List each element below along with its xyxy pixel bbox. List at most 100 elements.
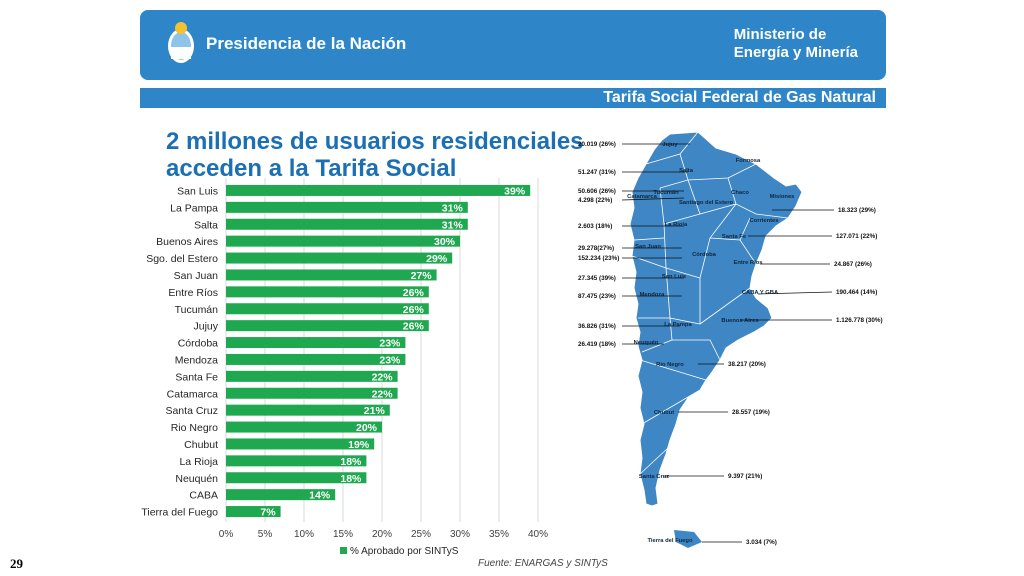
map-left-value: 50.606 (26%) xyxy=(578,188,616,195)
x-tick-label: 30% xyxy=(450,529,470,540)
bar xyxy=(226,218,468,230)
map-right-value: 28.557 (19%) xyxy=(732,409,770,416)
category-label: Neuquén xyxy=(175,473,218,485)
bar-value-label: 26% xyxy=(403,321,425,333)
map-province-borders xyxy=(631,131,789,475)
bar-value-label: 23% xyxy=(379,354,401,366)
map-right-value: 127.071 (22%) xyxy=(836,233,877,240)
x-tick-label: 25% xyxy=(411,529,431,540)
map-region-label: Tucumán xyxy=(653,190,679,196)
national-seal-icon xyxy=(168,22,194,63)
bar-value-label: 14% xyxy=(309,490,331,502)
map-region-label: Entre Ríos xyxy=(734,260,763,266)
map-region-label: Catamarca xyxy=(627,194,657,200)
map-left-value: 152.234 (23%) xyxy=(578,255,619,262)
bar xyxy=(226,455,367,467)
map-region-label: Córdoba xyxy=(692,252,717,258)
bar-value-label: 20% xyxy=(356,422,378,434)
bar-value-label: 19% xyxy=(348,439,370,451)
bar xyxy=(226,353,406,365)
map-right-value: 38.217 (20%) xyxy=(728,361,766,368)
bar xyxy=(226,421,382,433)
headline: 2 millones de usuarios residenciales acc… xyxy=(166,128,584,182)
category-label: Buenos Aires xyxy=(156,236,218,248)
x-tick-label: 5% xyxy=(258,529,273,540)
map-tierra-del-fuego xyxy=(674,530,702,548)
category-label: Mendoza xyxy=(175,354,218,366)
bar-value-label: 18% xyxy=(340,456,362,468)
map-region-label: Jujuy xyxy=(662,142,678,148)
x-tick-label: 0% xyxy=(219,529,234,540)
legend-swatch xyxy=(340,547,347,554)
category-label: San Luis xyxy=(177,185,218,197)
map-left-value: 4.298 (22%) xyxy=(578,197,612,204)
bar-value-label: 23% xyxy=(379,338,401,350)
argentina-map: Jujuy Salta Formosa Tucumán Chaco Misiones Cat… xyxy=(578,131,883,548)
category-label: Sgo. del Estero xyxy=(146,253,218,265)
category-label: Santa Fe xyxy=(175,371,218,383)
legend-label: % Aprobado por SINTyS xyxy=(350,546,459,557)
category-label: La Pampa xyxy=(170,202,218,214)
category-label: CABA xyxy=(189,490,218,502)
map-left-value: 2.603 (18%) xyxy=(578,223,612,230)
bar-value-label: 21% xyxy=(364,405,386,417)
bar xyxy=(226,201,468,213)
map-region-label: Santa Cruz xyxy=(639,474,669,480)
map-region-label: Misiones xyxy=(770,194,795,200)
bar xyxy=(226,472,367,484)
headline-line-2: acceden a la Tarifa Social xyxy=(166,155,457,182)
map-right-value: 190.464 (14%) xyxy=(836,289,877,296)
bar xyxy=(226,303,429,315)
bar xyxy=(226,370,398,382)
bar-value-label: 22% xyxy=(372,371,394,383)
x-tick-label: 40% xyxy=(528,529,548,540)
map-arrow xyxy=(621,197,685,201)
presidency-title: Presidencia de la Nación xyxy=(206,34,407,53)
bar xyxy=(226,489,336,501)
map-region-label: La Pampa xyxy=(664,322,692,328)
category-label: Santa Cruz xyxy=(165,405,218,417)
bar-value-label: 30% xyxy=(434,236,456,248)
map-region-label: San Juan xyxy=(635,244,661,250)
map-left-value: 36.826 (31%) xyxy=(578,323,616,330)
bar xyxy=(226,269,437,281)
bar xyxy=(226,320,429,332)
map-region-label: CABA Y GBA xyxy=(742,290,779,296)
map-region-label: Mendoza xyxy=(640,292,666,298)
headline-line-1: 2 millones de usuarios residenciales xyxy=(166,128,584,155)
bar-value-label: 31% xyxy=(442,202,464,214)
source-note: Fuente: ENARGAS y SINTyS xyxy=(478,558,608,569)
category-label: Catamarca xyxy=(167,388,219,400)
bar-value-label: 39% xyxy=(504,185,526,197)
bar xyxy=(226,286,429,298)
map-region-label: Chubut xyxy=(654,410,674,416)
x-tick-label: 15% xyxy=(333,529,353,540)
map-region-label: Tierra del Fuego xyxy=(648,538,693,544)
map-right-value: 18.323 (29%) xyxy=(838,207,876,214)
map-region-label: Río Negro xyxy=(656,362,684,368)
bar xyxy=(226,184,531,196)
bar-value-label: 29% xyxy=(426,253,448,265)
map-right-value: 1.126.778 (30%) xyxy=(836,317,883,324)
category-label: Chubut xyxy=(184,439,218,451)
bar xyxy=(226,337,406,349)
bar-value-label: 18% xyxy=(340,473,362,485)
map-left-value: 29.278(27%) xyxy=(578,245,614,252)
category-label: Tierra del Fuego xyxy=(141,507,218,519)
bar xyxy=(226,438,375,450)
map-right-value: 9.397 (21%) xyxy=(728,473,762,480)
map-left-value: 87.475 (23%) xyxy=(578,293,616,300)
map-arrow xyxy=(757,291,833,295)
map-region-label: Corrientes xyxy=(750,218,779,224)
map-region-label: Formosa xyxy=(736,158,761,164)
bar-value-label: 22% xyxy=(372,388,394,400)
map-region-label: La Rioja xyxy=(665,222,688,228)
map-region-label: Salta xyxy=(679,168,694,174)
category-label: San Juan xyxy=(174,270,219,282)
strip-title: Tarifa Social Federal de Gas Natural xyxy=(603,89,876,106)
ministry-line-1: Ministerio de xyxy=(733,26,827,43)
map-right-value: 24.867 (26%) xyxy=(834,261,872,268)
map-region-label: Neuquén xyxy=(634,340,659,346)
ministry-line-2: Energía y Minería xyxy=(733,44,858,61)
map-left-value: 51.247 (31%) xyxy=(578,169,616,176)
